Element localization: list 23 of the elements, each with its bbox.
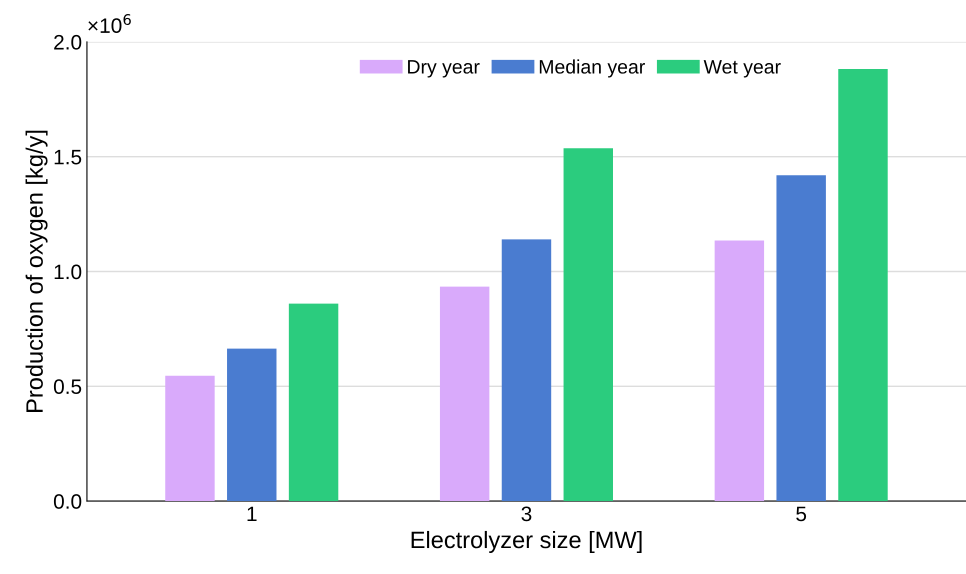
bar [440, 286, 490, 502]
bar [564, 148, 613, 502]
x-tick-label: 5 [796, 506, 806, 522]
bar [227, 348, 276, 502]
legend-label: Dry year [408, 60, 480, 78]
legend-label: Wet year [704, 60, 781, 78]
y-tick-label: 1.5 [54, 150, 82, 164]
x-tick-label: 1 [248, 506, 257, 522]
bar [288, 304, 338, 502]
y-axis-title: Production of oxygen [kg/y] [26, 130, 48, 412]
text: ×10$^{6}$ [88, 14, 131, 34]
bar [714, 240, 764, 502]
x-axis-title: Electrolyzer size [MW] [412, 530, 642, 553]
bar [838, 68, 888, 502]
bar [502, 239, 552, 502]
bar [165, 376, 215, 502]
legend-label: Median year [540, 59, 645, 78]
y-tick-label: 2.0 [54, 34, 82, 50]
x-tick-label: 3 [521, 506, 532, 522]
y-tick-label: 0.5 [54, 379, 82, 394]
y-tick-label: 0.0 [54, 494, 82, 509]
y-tick-label: 1.0 [54, 264, 82, 280]
bar [776, 175, 826, 502]
